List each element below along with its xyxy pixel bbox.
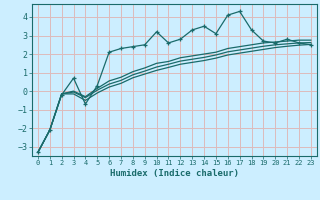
X-axis label: Humidex (Indice chaleur): Humidex (Indice chaleur) xyxy=(110,169,239,178)
